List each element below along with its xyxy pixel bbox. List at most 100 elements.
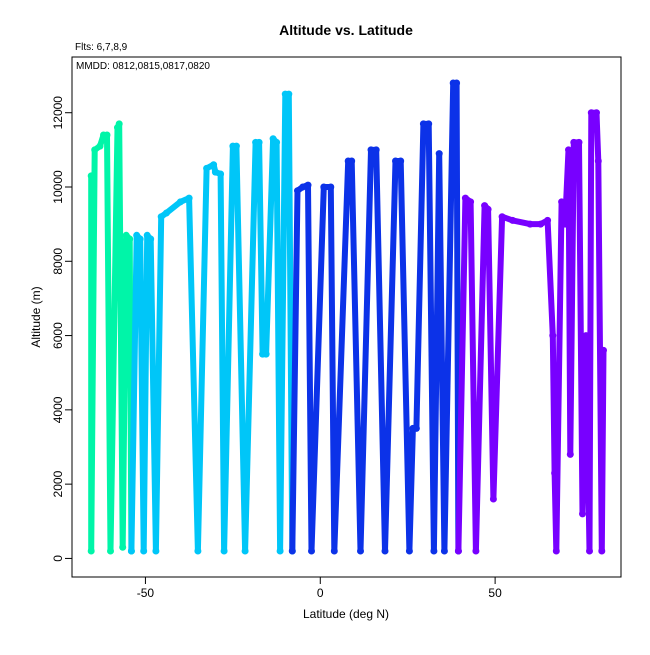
- data-point: [552, 547, 560, 555]
- data-point: [294, 187, 301, 195]
- x-axis: -50 0 50: [137, 576, 502, 600]
- x-tick-label: 50: [488, 586, 502, 600]
- data-point: [484, 205, 492, 213]
- data-point: [372, 146, 380, 154]
- data-point: [210, 161, 218, 169]
- chart-title: Altitude vs. Latitude: [279, 22, 413, 38]
- data-point: [430, 547, 438, 555]
- data-point: [586, 547, 593, 555]
- data-point: [549, 332, 557, 340]
- series-layer: [87, 79, 607, 555]
- data-point: [558, 198, 566, 206]
- data-point: [461, 194, 469, 202]
- data-point: [551, 469, 559, 477]
- data-point: [194, 547, 202, 555]
- data-point: [217, 170, 225, 178]
- y-tick-label: 0: [51, 555, 65, 562]
- data-point: [115, 120, 123, 128]
- data-point: [232, 142, 240, 150]
- x-axis-label: Latitude (deg N): [303, 607, 389, 621]
- y-tick-label: 6000: [51, 322, 65, 349]
- y-axis-label: Altitude (m): [29, 286, 43, 347]
- data-point: [126, 235, 134, 243]
- data-point: [285, 90, 293, 98]
- series-1: [87, 120, 135, 555]
- data-point: [367, 146, 375, 154]
- data-point: [262, 350, 270, 358]
- y-tick-label: 8000: [51, 248, 65, 275]
- data-point: [435, 150, 443, 158]
- data-point: [162, 209, 170, 217]
- data-point: [176, 198, 184, 206]
- data-point: [587, 109, 595, 117]
- data-point: [327, 183, 335, 191]
- data-point: [509, 216, 517, 224]
- data-point: [91, 146, 99, 154]
- data-point: [381, 547, 389, 555]
- series-1-track: [88, 120, 135, 554]
- data-point: [397, 157, 405, 165]
- data-point: [107, 547, 114, 555]
- data-point: [152, 547, 160, 555]
- y-tick-label: 12000: [51, 96, 65, 130]
- data-point: [241, 547, 249, 555]
- data-point: [570, 138, 578, 146]
- data-point: [489, 495, 497, 503]
- data-point: [561, 220, 569, 228]
- y-axis: 0 2000 4000 6000 8000 10000 12000: [51, 96, 73, 562]
- data-point: [357, 547, 364, 555]
- data-point: [454, 547, 462, 555]
- data-point: [185, 194, 193, 202]
- data-point: [308, 547, 315, 555]
- series-3: [288, 79, 462, 555]
- x-tick-label: 0: [317, 586, 324, 600]
- data-point: [537, 220, 545, 228]
- data-point: [147, 235, 155, 243]
- data-point: [526, 220, 534, 228]
- data-point: [87, 547, 95, 555]
- data-point: [330, 547, 338, 555]
- data-point: [412, 424, 420, 432]
- data-point: [598, 547, 606, 555]
- data-point: [392, 157, 399, 165]
- data-point: [255, 138, 263, 146]
- data-point: [579, 510, 586, 518]
- data-point: [136, 235, 144, 243]
- data-point: [157, 213, 165, 221]
- mmdd-annotation: MMDD: 0812,0815,0817,0820: [76, 61, 210, 72]
- data-point: [320, 183, 328, 191]
- data-point: [288, 547, 296, 555]
- data-point: [594, 157, 602, 165]
- data-point: [419, 120, 427, 128]
- data-point: [544, 216, 552, 224]
- data-point: [103, 131, 111, 139]
- data-point: [276, 547, 284, 555]
- data-point: [87, 172, 95, 180]
- series-4-track: [455, 109, 607, 554]
- data-point: [220, 547, 228, 555]
- series-2: [127, 90, 296, 555]
- series-4: [454, 109, 607, 555]
- data-point: [453, 79, 461, 87]
- data-point: [304, 181, 312, 189]
- data-point: [127, 547, 135, 555]
- data-point: [348, 157, 356, 165]
- data-point: [498, 213, 506, 221]
- data-point: [467, 198, 475, 206]
- data-point: [575, 138, 583, 146]
- data-point: [96, 142, 104, 150]
- data-point: [593, 109, 600, 117]
- y-tick-label: 2000: [51, 470, 65, 497]
- x-tick-label: -50: [137, 586, 155, 600]
- data-point: [273, 138, 281, 146]
- data-point: [472, 547, 480, 555]
- data-point: [203, 164, 211, 172]
- flights-subtitle: Flts: 6,7,8,9: [75, 42, 128, 53]
- y-tick-label: 10000: [51, 170, 65, 204]
- data-point: [565, 146, 572, 154]
- y-tick-label: 4000: [51, 396, 65, 423]
- data-point: [119, 543, 127, 551]
- data-point: [425, 120, 433, 128]
